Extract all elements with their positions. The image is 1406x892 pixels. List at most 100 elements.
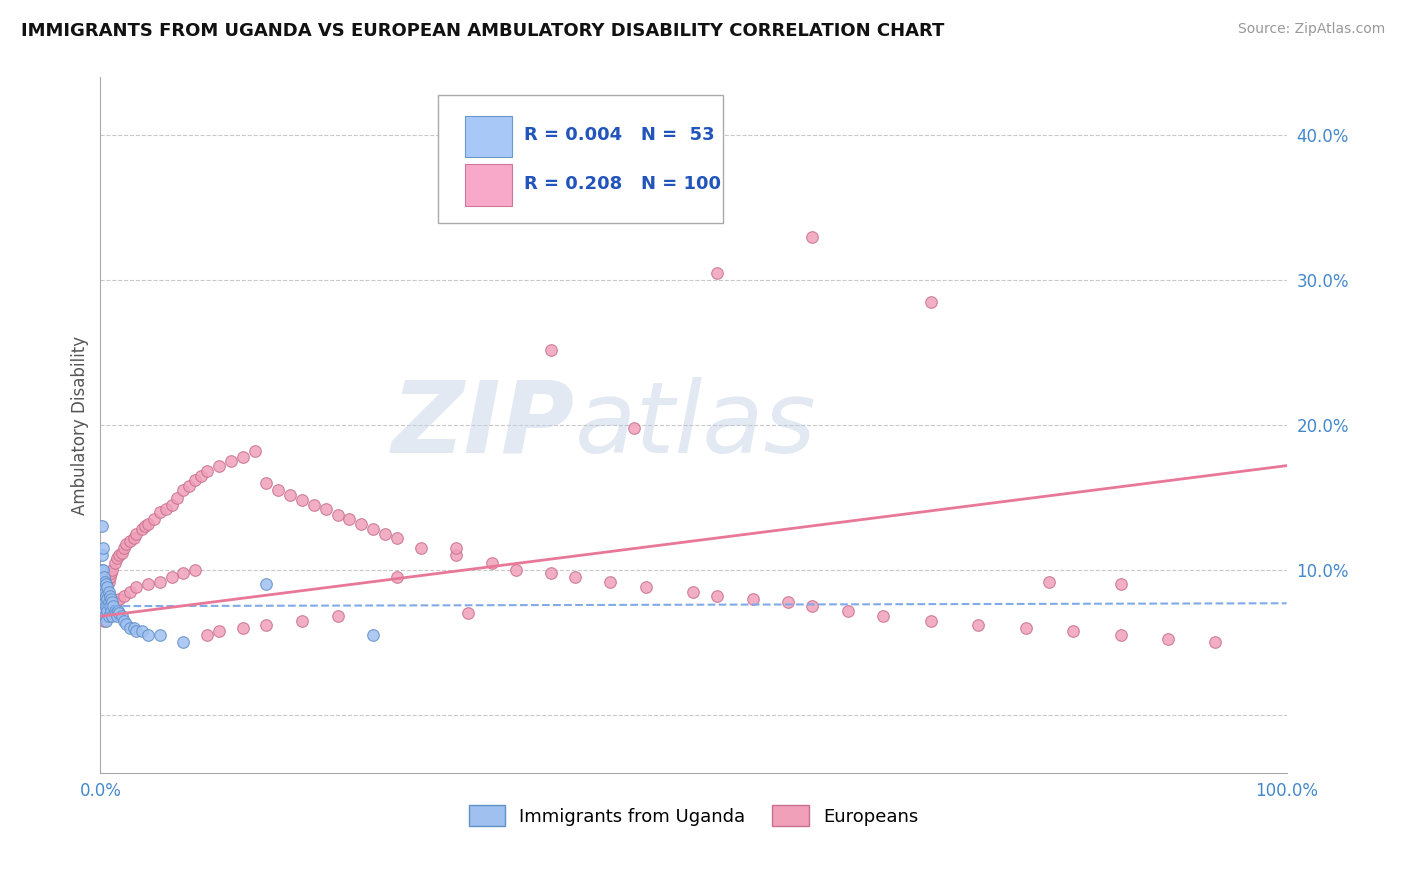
Point [93,591,115,606]
Point [96,580,118,594]
Point [96,589,118,603]
Point [361,522,384,536]
Point [278,488,301,502]
Point [98,599,121,614]
Point [118,621,141,635]
Point [837,603,859,617]
Point [481,556,503,570]
Point [97,574,120,589]
Point [91,607,114,621]
Point [96,580,118,594]
Bar [464,164,512,206]
Point [91,563,114,577]
Point [801,599,824,614]
Point [374,526,396,541]
Point [131,624,153,638]
Point [540,343,562,357]
Point [93,580,115,594]
Point [97,584,120,599]
Point [444,541,467,556]
Point [326,508,349,522]
Point [108,607,131,621]
Point [112,589,135,603]
Point [122,531,145,545]
Point [125,580,148,594]
Point [93,603,115,617]
Point [131,522,153,536]
Point [801,229,824,244]
Point [101,609,124,624]
FancyBboxPatch shape [439,95,723,224]
Point [97,595,120,609]
Point [155,502,177,516]
Point [107,603,129,617]
Point [118,533,141,548]
Point [385,531,408,545]
Point [302,498,325,512]
Point [105,609,128,624]
Point [96,577,118,591]
Point [172,566,194,580]
Point [101,563,124,577]
Point [682,584,704,599]
Point [1204,635,1226,649]
Point [179,479,201,493]
Point [103,599,125,614]
Point [564,570,586,584]
Point [93,614,115,628]
Point [125,624,148,638]
Point [634,580,657,594]
Point [208,458,231,473]
Point [254,577,277,591]
Point [291,614,314,628]
Point [232,621,254,635]
Point [706,589,728,603]
Point [90,563,112,577]
Point [111,609,134,624]
Point [94,574,117,589]
Point [505,563,527,577]
Point [103,556,125,570]
Point [100,591,122,606]
Point [339,512,361,526]
Point [91,577,114,591]
Point [291,493,314,508]
Point [111,545,134,559]
Point [243,444,266,458]
Point [623,421,645,435]
Point [91,595,114,609]
Point [136,577,159,591]
Point [96,599,118,614]
Point [101,599,124,614]
Point [97,609,120,624]
Point [100,566,122,580]
Point [93,570,115,584]
Point [315,502,337,516]
Point [96,609,118,624]
Point [112,541,135,556]
Point [254,476,277,491]
Text: atlas: atlas [575,376,817,474]
Point [741,591,763,606]
Point [190,468,212,483]
Point [208,624,231,638]
Point [920,614,942,628]
Point [98,570,121,584]
Point [1014,621,1036,635]
Point [1109,577,1132,591]
Point [115,537,138,551]
Point [122,621,145,635]
Point [920,295,942,310]
Point [94,609,117,624]
Point [90,599,112,614]
Point [90,549,112,563]
Point [1062,624,1084,638]
Point [1157,632,1180,647]
Point [108,591,131,606]
Point [96,577,118,591]
Point [104,595,127,609]
Point [444,549,467,563]
Point [706,266,728,280]
Point [1038,574,1060,589]
Point [160,498,183,512]
